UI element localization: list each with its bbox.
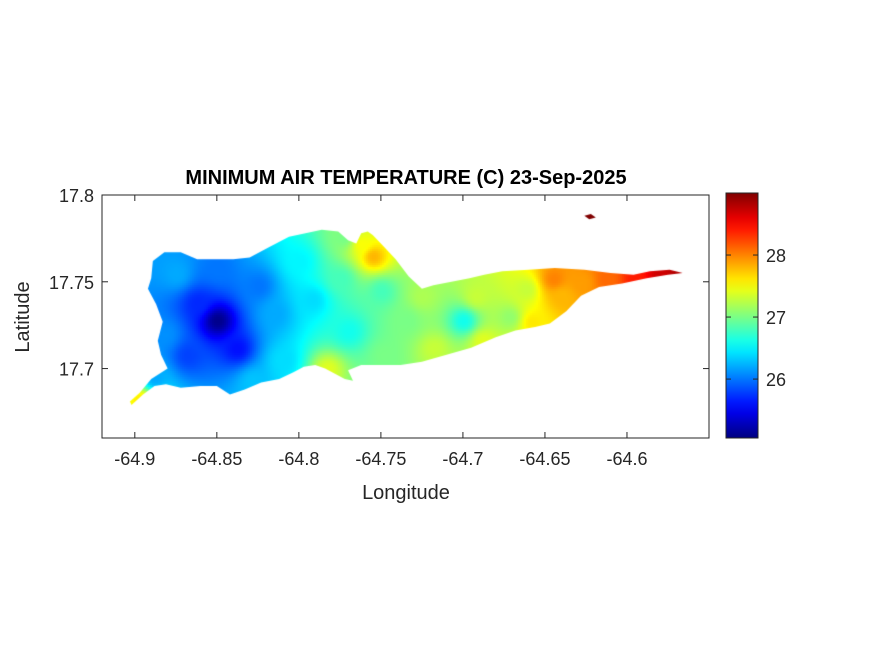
x-tick-label: -64.9 — [114, 449, 155, 469]
chart-title: MINIMUM AIR TEMPERATURE (C) 23-Sep-2025 — [185, 167, 626, 189]
temperature-field — [102, 195, 709, 438]
x-axis: -64.9 -64.85 -64.8 -64.75 -64.7 -64.65 -64.6 — [114, 195, 647, 469]
plot-axes — [101, 194, 710, 439]
x-tick-label: -64.6 — [606, 449, 647, 469]
x-tick-label: -64.85 — [191, 449, 242, 469]
y-axis: 17.7 17.75 17.8 — [49, 186, 709, 380]
y-axis-label: Latitude — [12, 281, 34, 352]
y-tick-label: 17.8 — [59, 186, 94, 206]
colorbar-tick-label: 27 — [766, 308, 786, 328]
colorbar-ticks: 26 27 28 — [726, 246, 786, 390]
x-tick-label: -64.7 — [442, 449, 483, 469]
x-axis-label: Longitude — [362, 482, 450, 504]
x-tick-label: -64.8 — [278, 449, 319, 469]
colorbar — [725, 192, 759, 439]
colorbar-tick-label: 28 — [766, 246, 786, 266]
x-tick-label: -64.65 — [519, 449, 570, 469]
y-tick-label: 17.75 — [49, 273, 94, 293]
colorbar-tick-label: 26 — [766, 370, 786, 390]
x-tick-label: -64.75 — [355, 449, 406, 469]
y-tick-label: 17.7 — [59, 360, 94, 380]
